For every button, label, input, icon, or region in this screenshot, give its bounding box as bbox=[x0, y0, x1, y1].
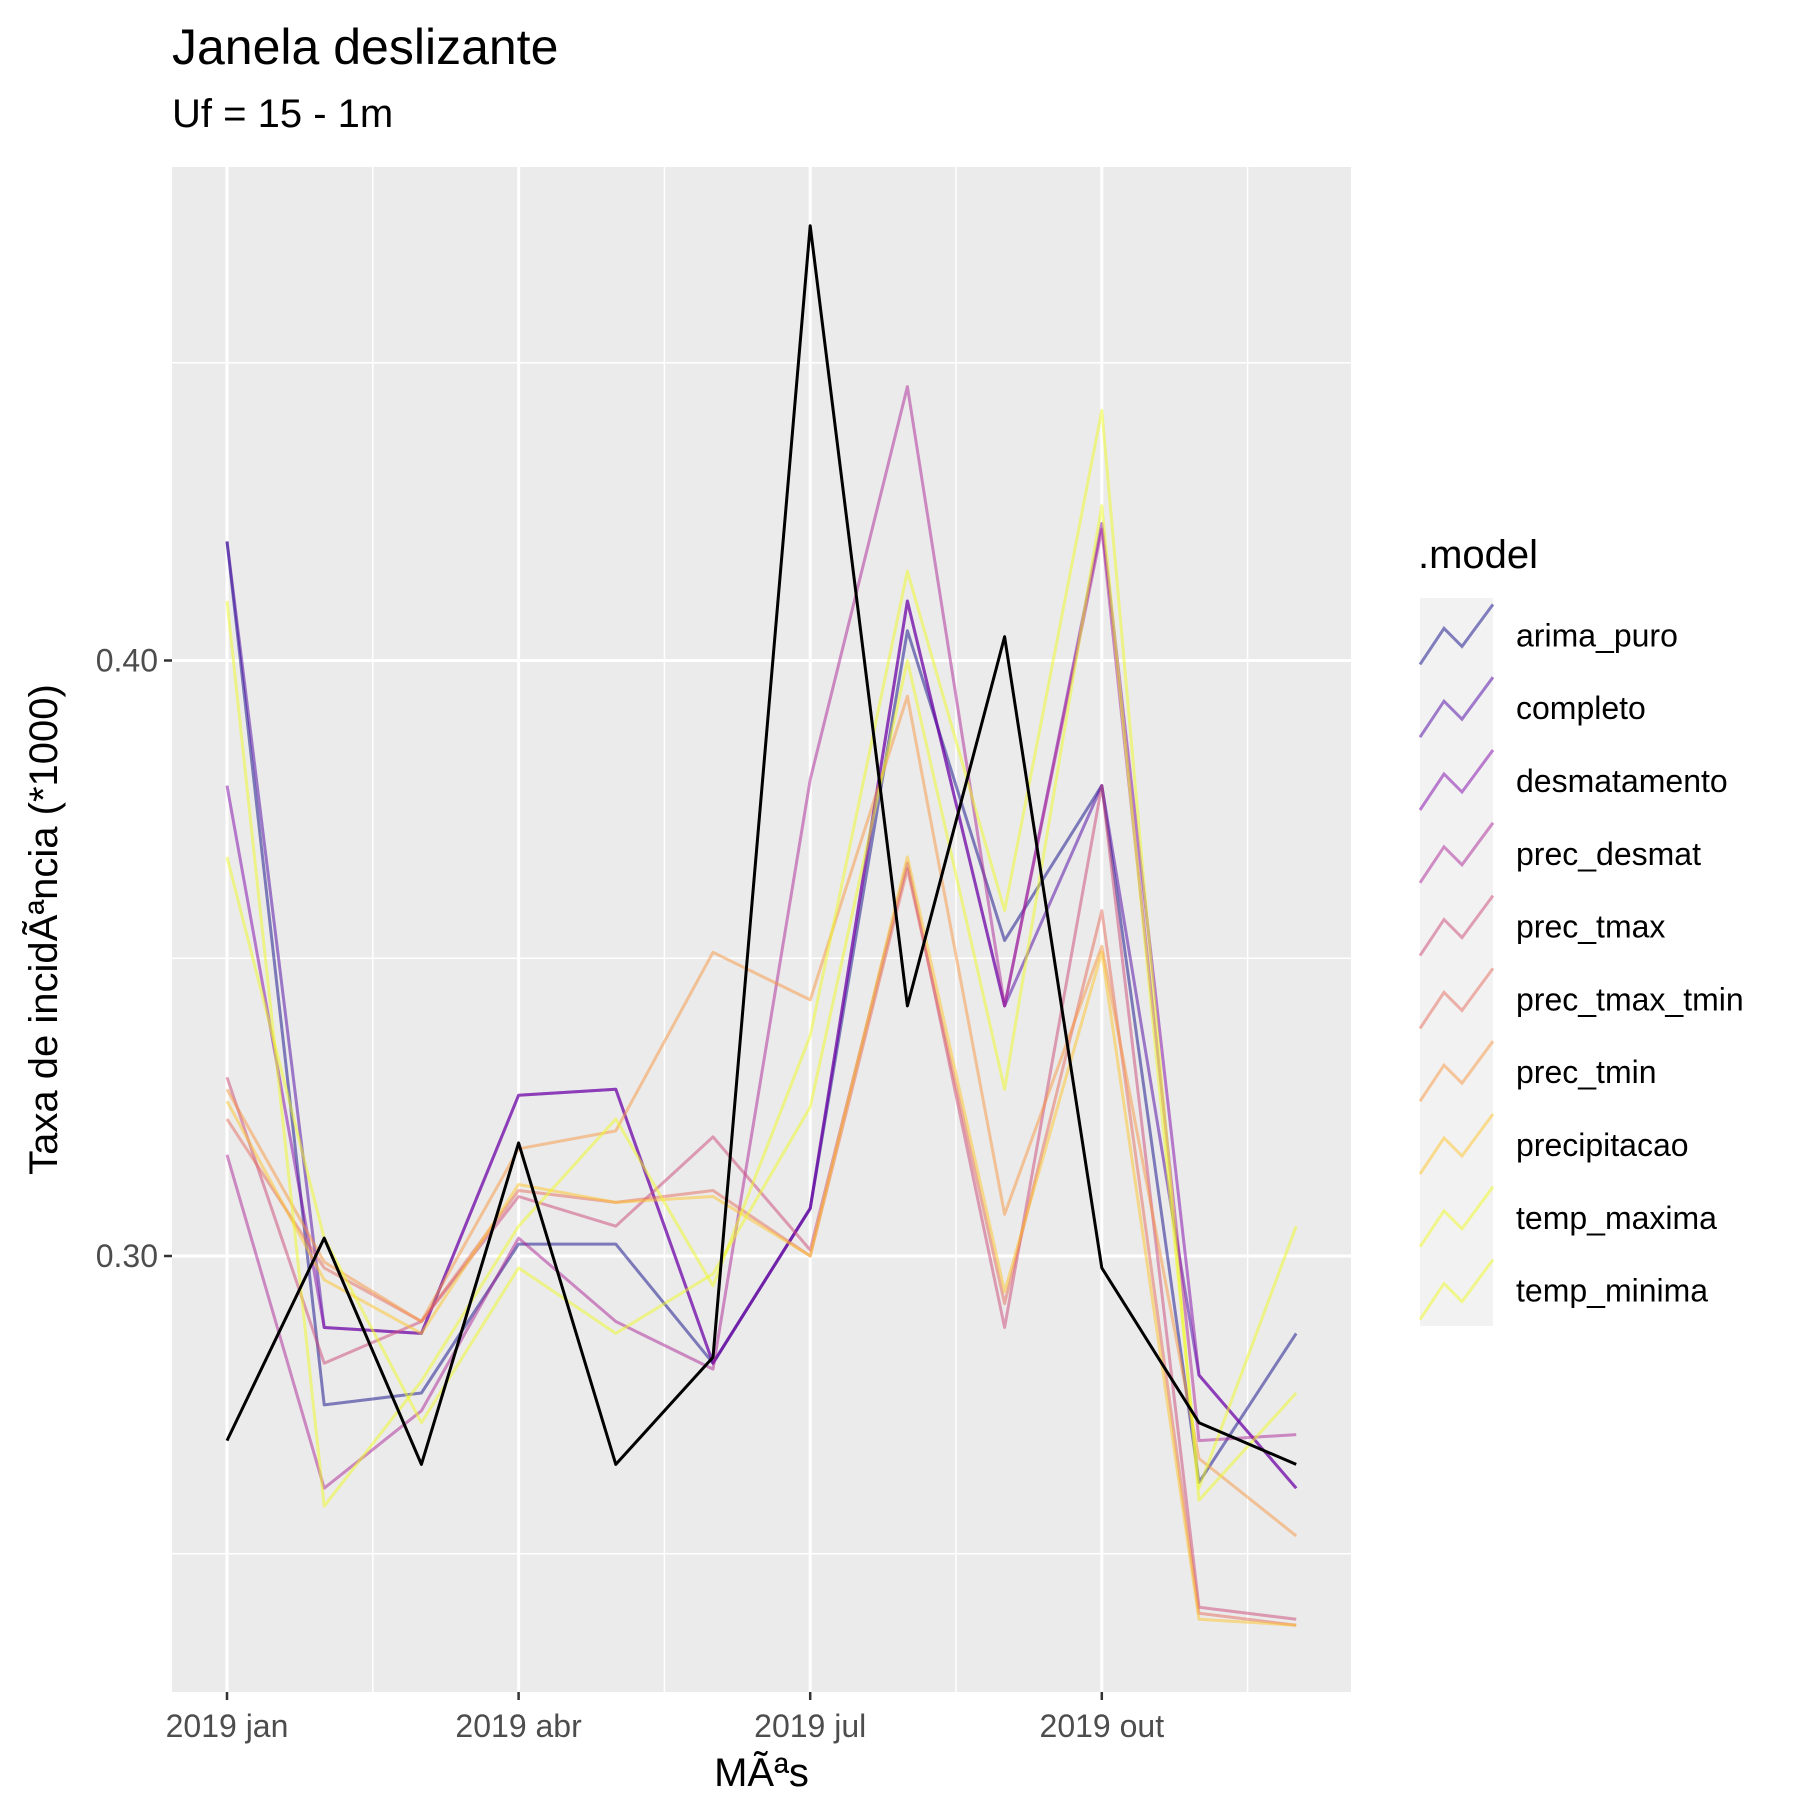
series-line-temp-minima bbox=[225, 504, 1298, 1490]
legend-item-prec-desmat: prec_desmat bbox=[1418, 821, 1701, 884]
legend-key-prec-tmax bbox=[1418, 894, 1495, 957]
legend-item-prec-tmax-tmin: prec_tmax_tmin bbox=[1418, 967, 1744, 1030]
legend-title: .model bbox=[1418, 533, 1538, 577]
legend-label: prec_desmat bbox=[1516, 836, 1701, 872]
series-line-precipitacao bbox=[225, 855, 1297, 1627]
legend-item-precipitacao: precipitacao bbox=[1418, 1113, 1689, 1175]
series-line-observed bbox=[225, 224, 1297, 1466]
y-axis-title: Taxa de incidÃªncia (*1000) bbox=[21, 684, 66, 1175]
legend-item-prec-tmax: prec_tmax bbox=[1418, 894, 1665, 957]
legend-key-arima-puro bbox=[1418, 603, 1495, 666]
legend-item-arima-puro: arima_puro bbox=[1418, 603, 1678, 666]
x-tick-label: 2019 abr bbox=[455, 1708, 582, 1744]
model-series-lines bbox=[225, 385, 1298, 1627]
chart-title: Janela deslizante bbox=[172, 19, 559, 75]
series-line-prec-tmin bbox=[225, 694, 1298, 1538]
legend-item-temp-minima: temp_minima bbox=[1418, 1258, 1708, 1321]
axis-ticks bbox=[164, 659, 1104, 1700]
y-tick-label: 0.40 bbox=[96, 643, 158, 679]
legend-key-desmatamento bbox=[1418, 749, 1495, 811]
x-tick-label: 2019 jan bbox=[166, 1708, 289, 1744]
legend-label: completo bbox=[1516, 690, 1646, 726]
legend-key-prec-tmin bbox=[1418, 1040, 1495, 1103]
legend-label: precipitacao bbox=[1516, 1127, 1689, 1163]
x-tick-label: 2019 out bbox=[1040, 1708, 1165, 1744]
tick-labels: 0.30 0.40 2019 jan 2019 abr 2019 jul 2019 out bbox=[96, 643, 1164, 1745]
legend-label: temp_maxima bbox=[1516, 1200, 1717, 1236]
y-tick-label: 0.30 bbox=[96, 1238, 158, 1274]
legend-item-completo: completo bbox=[1418, 676, 1646, 739]
legend-label: temp_minima bbox=[1516, 1273, 1708, 1309]
legend: .model arima_puro completo desmatamento pre… bbox=[1418, 533, 1744, 1326]
legend-key-prec-desmat bbox=[1418, 821, 1495, 884]
legend-key-temp-minima bbox=[1418, 1258, 1495, 1321]
legend-key-precipitacao bbox=[1418, 1113, 1495, 1175]
legend-item-desmatamento: desmatamento bbox=[1418, 749, 1728, 811]
x-tick-label: 2019 jul bbox=[754, 1708, 866, 1744]
legend-label: prec_tmin bbox=[1516, 1054, 1657, 1090]
legend-key-prec-tmax-tmin bbox=[1418, 967, 1495, 1030]
legend-label: prec_tmax_tmin bbox=[1516, 981, 1744, 1017]
chart-subtitle: Uf = 15 - 1m bbox=[172, 92, 394, 136]
legend-label: prec_tmax bbox=[1516, 909, 1665, 945]
legend-item-temp-maxima: temp_maxima bbox=[1418, 1185, 1717, 1248]
legend-key-completo bbox=[1418, 676, 1495, 739]
plot-panel bbox=[172, 167, 1351, 1692]
legend-key-temp-maxima bbox=[1418, 1185, 1495, 1248]
series-line-temp-maxima bbox=[225, 408, 1298, 1508]
legend-label: arima_puro bbox=[1516, 617, 1678, 653]
legend-item-prec-tmin: prec_tmin bbox=[1418, 1040, 1657, 1103]
legend-key-background bbox=[1420, 598, 1493, 1326]
x-axis-title: MÃªs bbox=[714, 1750, 809, 1795]
observed-series-line bbox=[225, 224, 1297, 1466]
legend-label: desmatamento bbox=[1516, 763, 1728, 799]
